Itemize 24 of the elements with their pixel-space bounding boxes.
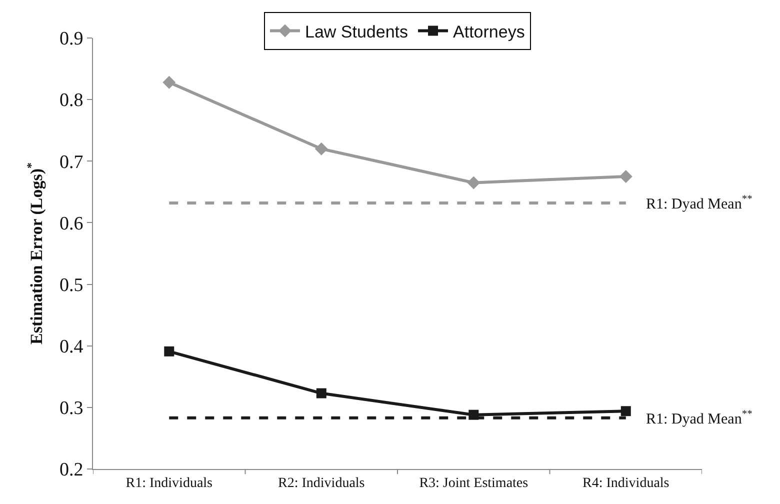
legend-label: Attorneys [453, 22, 525, 42]
x-tick-label: R2: Individuals [278, 476, 365, 491]
point [316, 388, 326, 398]
y-tick-label: 0.8 [59, 90, 84, 112]
point [620, 406, 631, 416]
point [314, 142, 328, 156]
y-tick-label: 0.9 [59, 28, 84, 50]
point [619, 170, 632, 184]
y-tick-label: 0.5 [59, 274, 84, 296]
x-tick-label: R1: Individuals [126, 476, 212, 491]
y-tick-label: 0.6 [59, 213, 84, 234]
ref-line-label: R1: Dyad Mean$^{**}$ [646, 409, 752, 428]
y-tick-label: 0.3 [59, 398, 84, 420]
y-tick-label: 0.2 [59, 460, 84, 481]
y-tick-label: 0.7 [59, 152, 84, 173]
ref-line-label: R1: Dyad Mean$^{**}$ [646, 194, 752, 212]
point [467, 176, 480, 190]
legend-label: Law Students [305, 22, 408, 42]
point [162, 76, 176, 89]
x-tick-label: R4: Individuals [582, 476, 670, 491]
y-tick-label: 0.4 [59, 336, 84, 358]
x-tick-label: R3: Joint Estimates [419, 476, 528, 491]
point [468, 410, 479, 420]
point [164, 346, 174, 356]
